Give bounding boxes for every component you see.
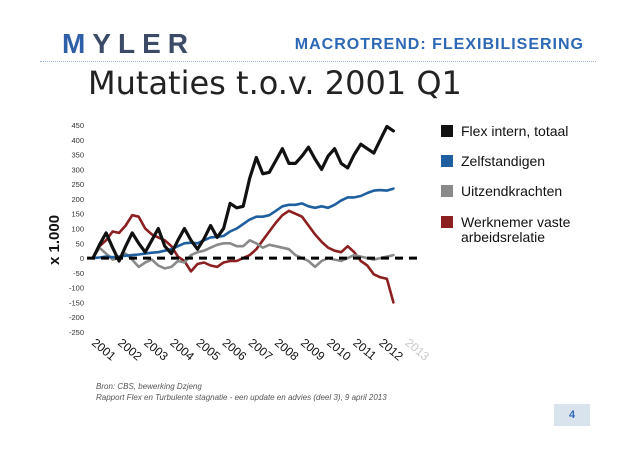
- y-tick-label: 200: [71, 195, 84, 204]
- series-line-flex: [91, 124, 395, 263]
- legend-swatch-flex: [441, 125, 453, 137]
- topic-title: MACROTREND: FLEXIBILISERING: [294, 36, 584, 53]
- x-tick-label: 2006: [220, 336, 250, 364]
- myler-logo: MYLER: [62, 28, 196, 59]
- y-tick-label: -250: [69, 328, 84, 337]
- x-tick-label: 2010: [324, 336, 354, 364]
- page-number: 4: [554, 404, 590, 426]
- legend-label-uitzend: Uitzendkrachten: [461, 183, 562, 199]
- y-tick-label: -50: [73, 269, 84, 278]
- series-line-uitzend: [91, 239, 395, 270]
- x-tick-label: 2009: [298, 336, 328, 364]
- x-tick-label: 2004: [167, 336, 197, 364]
- y-tick-label: 100: [71, 225, 84, 234]
- y-tick-label: -150: [69, 298, 84, 307]
- y-tick-label: 400: [71, 136, 84, 145]
- x-tick-label: 2007: [246, 336, 276, 364]
- x-tick-label: 2008: [272, 336, 302, 364]
- x-tick-label: 2011: [350, 336, 379, 364]
- source-line-1: Bron: CBS, bewerking Dzjeng: [96, 382, 202, 391]
- y-tick-label: -100: [69, 284, 84, 293]
- y-tick-label: 450: [71, 121, 84, 130]
- source-line-2: Rapport Flex en Turbulente stagnatie - e…: [96, 393, 387, 402]
- legend-swatch-werknemer: [441, 216, 453, 228]
- y-axis-label: x 1.000: [46, 215, 63, 265]
- slide-title: Mutaties t.o.v. 2001 Q1: [88, 64, 462, 102]
- y-tick-label: 0: [80, 254, 84, 263]
- slide-header: MYLER MACROTREND: FLEXIBILISERING: [0, 0, 638, 64]
- legend-label-werknemer: Werknemer vaste: [461, 214, 571, 230]
- x-tick-label: 2002: [115, 336, 145, 364]
- legend-swatch-uitzend: [441, 185, 453, 197]
- x-tick-label: 2005: [194, 336, 224, 364]
- header-divider: [40, 61, 596, 62]
- y-tick-label: 350: [71, 151, 84, 160]
- y-tick-label: 50: [76, 239, 84, 248]
- legend-swatch-zelf: [441, 155, 453, 167]
- series-line-zelf: [91, 187, 395, 260]
- legend-label-werknemer: arbeidsrelatie: [461, 229, 545, 245]
- legend-label-zelf: Zelfstandigen: [461, 153, 545, 169]
- x-tick-label: 2003: [141, 336, 171, 364]
- legend-label-flex: Flex intern, totaal: [461, 123, 568, 139]
- source-note: Bron: CBS, bewerking Dzjeng Rapport Flex…: [96, 381, 387, 403]
- y-tick-label: 300: [71, 165, 84, 174]
- y-tick-label: -200: [69, 313, 84, 322]
- y-tick-label: 150: [71, 210, 84, 219]
- y-tick-label: 250: [71, 180, 84, 189]
- x-tick-label: 2013: [403, 336, 433, 364]
- x-tick-label: 2001: [89, 336, 119, 364]
- x-tick-label: 2012: [376, 336, 406, 364]
